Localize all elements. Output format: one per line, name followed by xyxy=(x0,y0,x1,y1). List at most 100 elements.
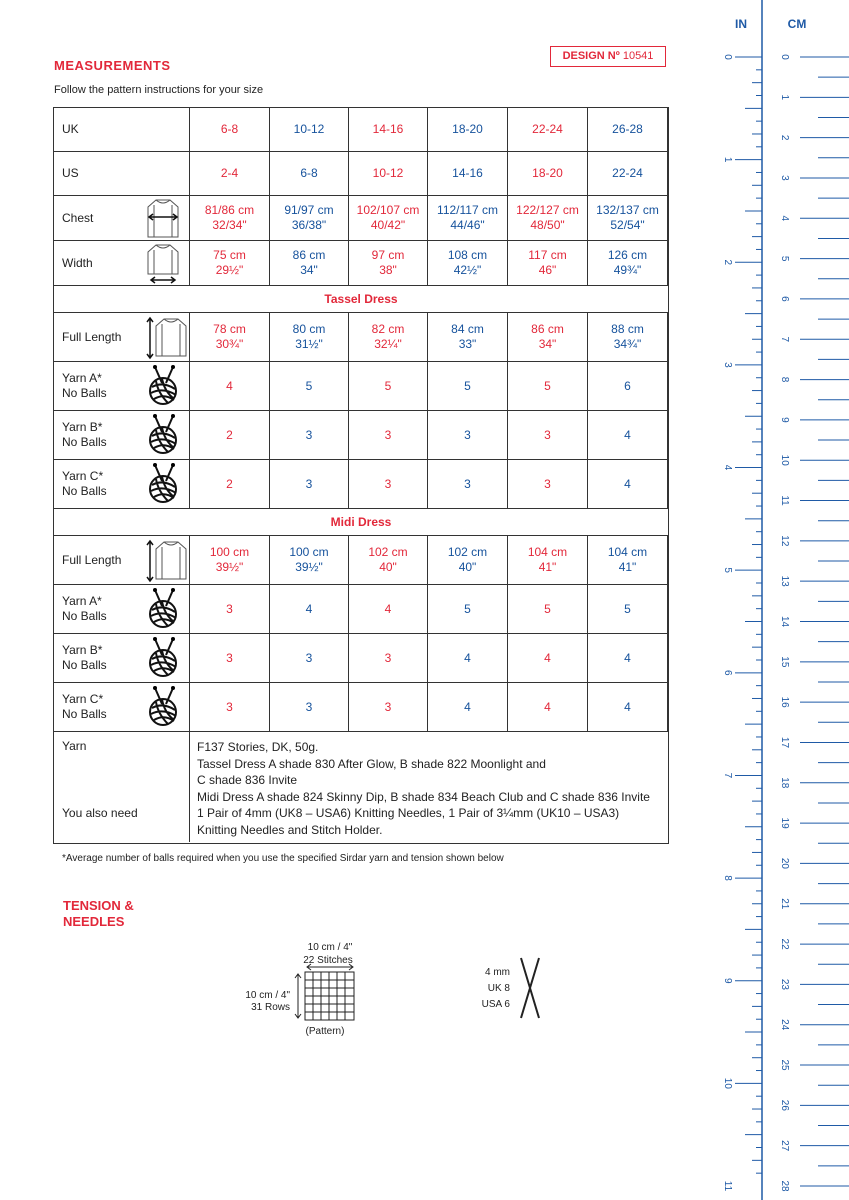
cm-label: 10 xyxy=(779,455,790,467)
cell: 26-28 xyxy=(588,108,668,152)
cell: 4 xyxy=(190,362,270,411)
cell-line: 108 cm xyxy=(447,248,488,262)
cm-label: 19 xyxy=(779,818,790,830)
cell-line: 117 cm xyxy=(528,248,567,262)
cell-line: 39½" xyxy=(215,560,244,574)
cm-label: 12 xyxy=(779,535,790,547)
icon xyxy=(147,244,179,284)
tension-pattern: (Pattern) xyxy=(306,1026,345,1037)
cell: 18-20 xyxy=(508,152,588,196)
icon xyxy=(150,649,177,676)
cell: 10-12 xyxy=(349,152,428,196)
cell: 2 xyxy=(190,411,270,460)
cell-line: 32/34" xyxy=(212,218,247,232)
cm-label: 8 xyxy=(779,377,790,383)
icon xyxy=(154,366,174,383)
icon xyxy=(153,462,157,467)
cell-line: 122/127 cm xyxy=(516,203,579,217)
tension-title-line: TENSION & xyxy=(63,898,134,913)
icon xyxy=(171,636,175,641)
cell: 22-24 xyxy=(588,152,668,196)
cell: 22-24 xyxy=(508,108,588,152)
icon xyxy=(153,413,157,418)
icon xyxy=(147,199,179,237)
swatch xyxy=(294,957,540,1021)
cell: 5 xyxy=(349,362,428,411)
cell-line: 102 cm xyxy=(368,545,408,559)
cell-line: 104 cm xyxy=(527,545,568,559)
label-text: Yarn A* xyxy=(62,594,102,608)
icon xyxy=(146,462,188,511)
icon xyxy=(150,426,177,453)
cell: 3 xyxy=(349,634,428,683)
cell: 2-4 xyxy=(190,152,270,196)
cell: 4 xyxy=(508,634,588,683)
cm-label: 20 xyxy=(779,858,790,870)
cell-line: 34" xyxy=(300,263,318,277)
icon xyxy=(154,589,174,606)
needs-line: 1 Pair of 4mm (UK8 – USA6) Knitting Need… xyxy=(197,806,620,820)
icon xyxy=(147,212,179,221)
cell: 108 cm 42½" xyxy=(428,241,508,286)
row-label: Width xyxy=(54,241,190,286)
inch-label: 8 xyxy=(722,875,733,881)
cell-line: 33" xyxy=(458,337,477,351)
ruler-cm-label: CM xyxy=(788,17,807,31)
icon xyxy=(154,415,174,432)
label-text: Yarn B* xyxy=(62,643,103,657)
cell-line: 88 cm xyxy=(611,322,644,336)
cell: 3 xyxy=(190,634,270,683)
cell-line: 44/46" xyxy=(450,218,485,232)
cell-line: 41" xyxy=(618,560,637,574)
cm-label: 5 xyxy=(779,256,790,262)
yarn-line: F137 Stories, DK, 50g. xyxy=(197,740,319,754)
label-text: Yarn C* xyxy=(62,692,104,706)
yarn-details: F137 Stories, DK, 50g. Tassel Dress A sha… xyxy=(190,732,668,842)
cell-line: 36/38" xyxy=(291,218,327,232)
needle-size: UK 8 xyxy=(488,983,511,994)
cell: 104 cm 41" xyxy=(588,536,668,585)
icon xyxy=(153,364,157,369)
icon xyxy=(171,364,175,369)
cm-label: 28 xyxy=(779,1180,790,1192)
cell: 100 cm 39½" xyxy=(270,536,349,585)
cm-label: 1 xyxy=(779,95,790,101)
cell: 81/86 cm 32/34" xyxy=(190,196,270,241)
cm-label: 9 xyxy=(779,417,790,423)
cell-line: 38" xyxy=(379,263,397,277)
needle-size: 4 mm xyxy=(485,967,510,978)
label-text: Full Length xyxy=(62,329,122,344)
cm-label: 2 xyxy=(779,135,790,141)
cell: 6 xyxy=(588,362,668,411)
cell: 4 xyxy=(428,683,508,732)
cell: 126 cm 49¾" xyxy=(588,241,668,286)
cell: 102 cm 40" xyxy=(428,536,508,585)
icon xyxy=(153,587,157,592)
cell-line: 100 cm xyxy=(209,545,250,559)
icon xyxy=(153,685,157,690)
cm-label: 14 xyxy=(779,616,790,628)
cell: 4 xyxy=(588,683,668,732)
icon xyxy=(154,687,174,704)
cell: 132/137 cm 52/54" xyxy=(588,196,668,241)
cm-label: 22 xyxy=(779,939,790,951)
cell-line: 100 cm xyxy=(289,545,329,559)
tension-height: 10 cm / 4" xyxy=(245,990,290,1001)
icon xyxy=(153,636,157,641)
cell-line: 39½" xyxy=(295,560,323,574)
table: UK 6-8 10-12 14-16 18-20 22-24 26-28 US 2-4 6-8 10… xyxy=(53,107,669,844)
icon xyxy=(146,539,154,582)
label-text: No Balls xyxy=(62,609,107,623)
cell-line: 48/50" xyxy=(530,218,565,232)
cell: 75 cm 29½" xyxy=(190,241,270,286)
icon xyxy=(149,413,177,454)
cell: 10-12 xyxy=(270,108,349,152)
cell-line: 30¾" xyxy=(215,337,244,351)
icon xyxy=(171,413,175,418)
row-label: Yarn B* No Balls xyxy=(54,411,190,460)
yarn-line: Tassel Dress A shade 830 After Glow, B s… xyxy=(197,756,546,771)
cell-line: 34¾" xyxy=(613,337,642,351)
cell-line: 32¼" xyxy=(374,337,402,351)
cell-line: 34" xyxy=(538,337,557,351)
inch-label: 0 xyxy=(722,54,733,60)
